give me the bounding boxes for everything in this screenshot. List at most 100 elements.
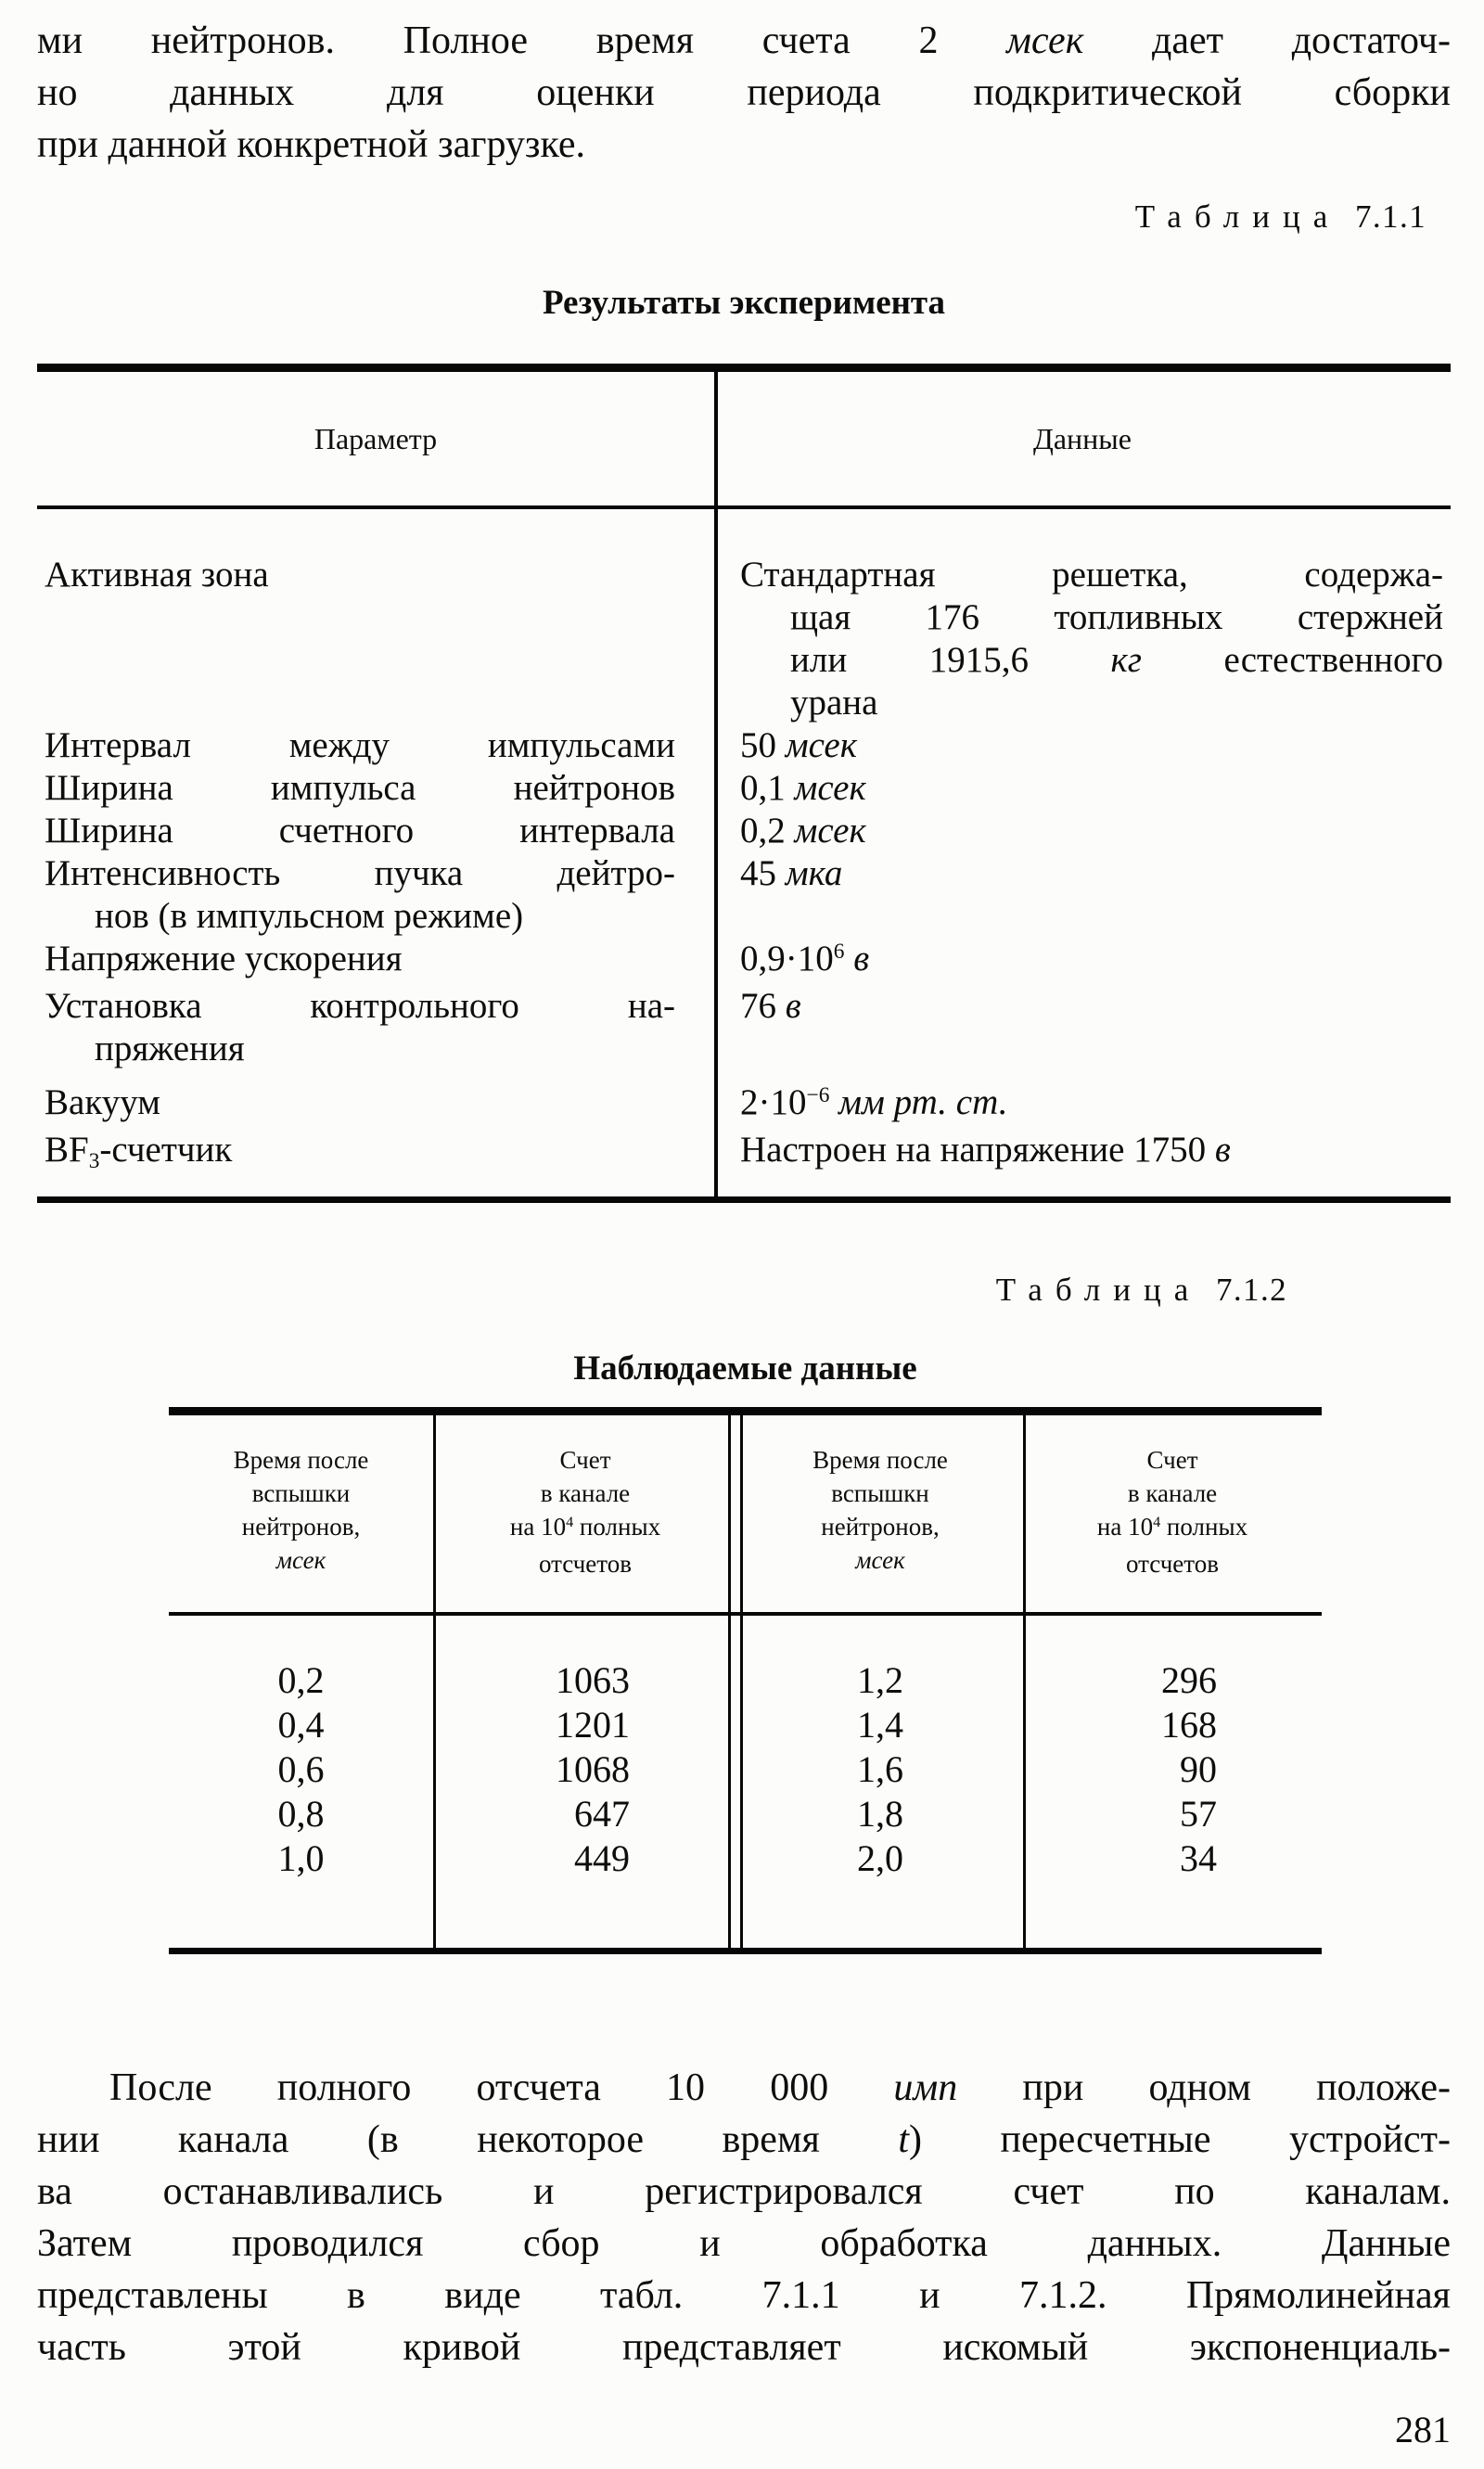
param-cell: Ширина счетного интервала [37,810,714,852]
count-value: 1063 [556,1659,630,1701]
param-cell: Вакуум [37,1081,714,1129]
observed-data-table: Время после вспышки нейтронов, мсек Счет… [169,1407,1322,1954]
text-line: ми нейтронов. Полное время счета 2 мсек … [37,19,1451,62]
text-line: Ширина счетного интервала [45,811,675,851]
text-line: нии канала (в некоторое время t) пересче… [37,2118,1451,2161]
value-cell: 2·10−6 мм рт. ст. [714,1081,1451,1129]
text-line: 0,1 мсек [740,768,866,808]
table-row: Напряжение ускорения 0,9·106 в [37,938,1451,985]
text-line: пряжения [95,1029,245,1068]
table2-title: Наблюдаемые данные [573,1350,917,1388]
text-line: Затем проводился сбор и обработка данных… [37,2222,1451,2265]
column-divider [714,364,718,1203]
text-line: мсек [855,1546,905,1574]
table2-body: 0,2 1063 1,2 296 0,4 1201 1,4 168 0,6 10… [169,1616,1322,1948]
text-line: Настроен на напряжение 1750 в [740,1130,1231,1170]
text-line: Время после [233,1446,369,1474]
value-cell: 76 в [714,985,1451,1070]
text-line: После полного отсчета 10 000 имп при одн… [109,2066,1452,2109]
table-row: 0,4 1201 1,4 168 [169,1703,1322,1747]
text-line: Счет [559,1446,611,1474]
text-line: Активная зона [45,555,269,595]
table-row: BF3-счетчик Настроен на напряжение 1750 … [37,1129,1451,1176]
param-cell: Установка контрольного на- пряжения [37,985,714,1070]
text-line: ва останавливались и регистрировался сче… [37,2170,1451,2213]
table-bottom-rule [37,1196,1451,1203]
column-header-data: Данные [1033,421,1132,455]
text-line: 76 в [740,986,801,1026]
closing-paragraph: После полного отсчета 10 000 имп при одн… [37,2062,1451,2373]
column-header-count-1: Счет в канале на 104 полных отсчетов [433,1443,737,1580]
column-divider-double [728,1407,731,1954]
text-line: на 104 полных [1096,1513,1248,1541]
data-cell: 0,6 [277,1748,325,1790]
data-cell: 1201 [433,1703,737,1747]
table1-body: Активная зона Стандартная решетка, содер… [37,509,1451,1196]
text-line: Вакуум [45,1082,160,1122]
text-line: но данных для оценки периода подкритичес… [37,71,1451,114]
table-row: Ширина счетного интервала 0,2 мсек [37,810,1451,852]
text-line: Ширина импульса нейтронов [45,768,675,808]
text-line: 0,9·106 в [740,939,870,979]
param-cell: Напряжение ускорения [37,938,714,985]
table-row: Интервал между импульсами 50 мсек [37,724,1451,767]
data-cell: 1,4 [857,1704,903,1746]
text-line: 50 мсек [740,725,857,765]
param-cell: Активная зона [37,554,714,724]
column-header-count-2: Счет в канале на 104 полных отсчетов [1023,1443,1322,1580]
table-header-rule [169,1612,1322,1616]
text-line: Установка контрольного на- [45,986,675,1026]
text-line: щая 176 топливных стержней [790,597,1443,637]
table-caption-word: Таблица [1134,198,1341,235]
table1-caption: Таблица 7.1.1 [37,195,1451,239]
data-cell: 1,2 [857,1659,903,1701]
param-cell: BF3-счетчик [37,1129,714,1176]
text-line: Счет [1146,1446,1198,1474]
count-value: 647 [574,1793,630,1835]
table-row: Установка контрольного на- пряжения 76 в [37,985,1451,1070]
data-cell: 1,6 [857,1748,903,1790]
count-value: 449 [574,1837,630,1879]
data-cell: 0,4 [277,1704,325,1746]
table-row: Ширина импульса нейтронов 0,1 мсек [37,767,1451,810]
value-cell: 50 мсек [714,724,1451,767]
count-value: 1068 [556,1748,630,1790]
data-cell: 449 [433,1836,737,1881]
table-row: 0,6 1068 1,6 90 [169,1747,1322,1792]
table-row: Интенсивность пучка дейтро- нов (в импул… [37,852,1451,938]
text-line: нейтронов, [241,1513,361,1541]
count-value: 168 [1161,1704,1217,1746]
table1-title: Результаты эксперимента [542,284,946,322]
param-cell: Ширина импульса нейтронов [37,767,714,810]
table-bottom-rule [169,1948,1322,1954]
data-cell: 0,2 [277,1659,325,1701]
table1-header-row: Параметр Данные [37,372,1451,505]
text-line: Интервал между импульсами [45,725,675,765]
value-cell: 0,9·106 в [714,938,1451,985]
data-cell: 34 [1023,1836,1322,1881]
count-value: 1201 [556,1704,630,1746]
table2-header-row: Время после вспышки нейтронов, мсек Счет… [169,1415,1322,1612]
table-caption-word: Таблица [995,1272,1202,1308]
results-table: Параметр Данные Активная зона Стандартна… [37,364,1451,1203]
count-value: 90 [1180,1748,1217,1790]
count-value: 296 [1161,1659,1217,1701]
value-cell: Настроен на напряжение 1750 в [714,1129,1451,1176]
text-line: в канале [1127,1479,1218,1507]
column-divider [1023,1407,1026,1954]
data-cell: 647 [433,1792,737,1836]
text-line: или 1915,6 кг естественного [790,640,1443,680]
text-line: вспышкн [831,1479,929,1507]
data-cell: 1,0 [277,1837,325,1879]
text-line: урана [790,683,878,723]
column-header-time-1: Время после вспышки нейтронов, мсек [169,1443,433,1580]
column-divider [433,1407,436,1954]
text-line: вспышки [251,1479,351,1507]
count-value: 34 [1180,1837,1217,1879]
text-line: Стандартная решетка, содержа- [740,555,1443,595]
column-divider-double [740,1407,743,1954]
text-line: Время после [812,1446,948,1474]
text-line: нейтронов, [821,1513,940,1541]
text-line: представлены в виде табл. 7.1.1 и 7.1.2.… [37,2274,1451,2317]
